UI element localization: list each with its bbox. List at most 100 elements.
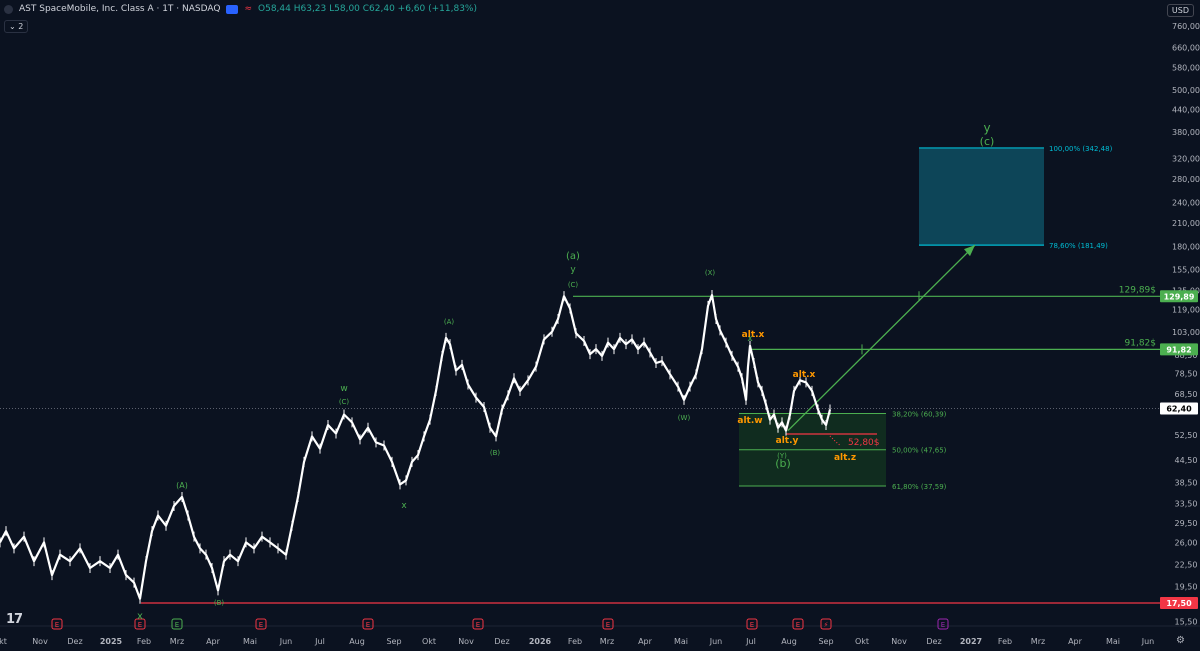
earnings-marker-icon [820,618,832,630]
level-price-badge-text: 129,89 [1164,292,1195,301]
wave-label: (B) [214,599,225,607]
wave-label: (b) [775,457,791,470]
y-tick-label: 44,50 [1175,456,1198,465]
y-tick-label: 22,50 [1175,561,1198,570]
earnings-marker-glyph: E [796,621,800,629]
currency-button[interactable]: USD [1166,4,1194,17]
earnings-marker-glyph: E [366,621,370,629]
y-tick-label: 440,00 [1172,106,1200,115]
level-label: 129,89$ [1119,285,1156,295]
projection-arrow-head [964,245,975,257]
chart-header: AST SpaceMobile, Inc. Class A · 1T · NAS… [4,4,477,14]
target-level-label: 78,60% (181,49) [1049,242,1108,250]
tradingview-logo-icon: 17 [6,612,23,627]
earnings-marker-icon [51,618,63,630]
x-tick-label: Mrz [600,637,614,646]
wave-label: (B) [490,449,501,457]
wave-label: y [983,121,990,135]
fib-level-label: 38,20% (60,39) [892,410,947,418]
x-tick-label: Dez [926,637,941,646]
y-tick-label: 33,50 [1175,500,1198,509]
current-price-badge [1160,402,1198,415]
earnings-marker-icon [602,618,614,630]
x-tick-label: Okt [422,637,436,646]
y-tick-label: 78,50 [1175,369,1198,378]
x-tick-label: Jul [314,637,325,646]
earnings-marker-icon [937,618,949,630]
level-price-badge [1160,343,1198,356]
level-label: 91,82$ [1125,338,1157,348]
earnings-marker-icon [472,618,484,630]
symbol-logo-icon [4,4,13,14]
earnings-marker-glyph: E [259,621,263,629]
earnings-marker-icon [255,618,267,630]
y-tick-label: 210,00 [1172,219,1200,228]
y-tick-label: 500,00 [1172,86,1200,95]
x-tick-label: Jun [1141,637,1155,646]
x-tick-label: Nov [458,637,474,646]
earnings-marker-glyph: E [606,621,610,629]
x-tick-label: Okt [855,637,869,646]
wave-label-alt: alt.w [737,416,762,426]
y-tick-label: 88,50 [1175,351,1198,360]
wave-label: x [137,611,143,622]
earnings-marker-icon [792,618,804,630]
wave-label: (Y) [777,452,787,460]
price-axis-bg [1160,0,1200,651]
projection-arrow-line [787,244,976,432]
earnings-marker-icon [171,618,183,630]
wave-label: (X) [705,269,716,277]
y-tick-label: 580,00 [1172,63,1200,72]
y-tick-label: 380,00 [1172,128,1200,137]
y-tick-label: 119,00 [1172,306,1200,315]
fib-level-label: 50,00% (47,65) [892,447,947,455]
y-tick-label: 19,50 [1175,582,1198,591]
wave-label: (c) [980,135,995,148]
x-tick-label: Mrz [1031,637,1045,646]
x-tick-label: Nov [32,637,48,646]
earnings-marker-icon [362,618,374,630]
ohlc-values: O58,44 H63,23 L58,00 C62,40 +6,60 (+11,8… [258,4,477,14]
level-price-badge-text: 91,82 [1166,345,1191,354]
earnings-marker-glyph: E [476,621,480,629]
y-tick-label: 320,00 [1172,154,1200,163]
y-tick-label: 15,50 [1175,618,1198,627]
x-tick-label: Aug [781,637,797,646]
x-tick-label: 2025 [100,637,123,646]
wave-label: (W) [678,414,691,422]
price-series-line [0,293,832,600]
y-tick-label: 29,50 [1175,519,1198,528]
earnings-marker-glyph: E [138,621,142,629]
indicator-count: 2 [18,22,24,31]
x-tick-label: Jun [709,637,723,646]
wave-label: w [340,384,347,394]
level-price-badge [1160,597,1198,609]
earnings-marker-glyph: E [941,621,945,629]
wave-label: y [570,265,576,275]
x-tick-label: 2027 [960,637,982,646]
x-tick-label: Jul [745,637,756,646]
wave-label: (A) [444,318,455,326]
market-flag-icon [226,4,239,14]
wave-label-alt: alt.x [793,370,816,380]
x-tick-label: Nov [891,637,907,646]
wave-label: (C) [339,398,350,406]
wave-label: x [401,501,407,511]
x-tick-label: Mai [243,637,257,646]
x-tick-label: Dez [494,637,509,646]
settings-gear-icon[interactable]: ⚙ [1176,635,1185,646]
indicators-toggle[interactable]: ⌄ 2 [4,20,29,33]
symbol-title[interactable]: AST SpaceMobile, Inc. Class A · 1T · NAS… [19,4,221,14]
level-price-badge-text: 17,50 [1166,599,1192,608]
wave-label-alt: alt.y [776,436,799,446]
x-tick-label: Feb [998,637,1012,646]
earnings-marker-glyph: E [750,621,754,629]
wave-label: (C) [568,281,579,289]
earnings-marker-glyph: ⚡ [824,621,829,629]
wave-label-alt: alt.x [742,330,765,340]
x-tick-label: Jun [279,637,293,646]
x-tick-label: Apr [206,637,221,646]
fib-level-label: 61,80% (37,59) [892,483,947,491]
y-tick-label: 103,00 [1172,328,1200,337]
